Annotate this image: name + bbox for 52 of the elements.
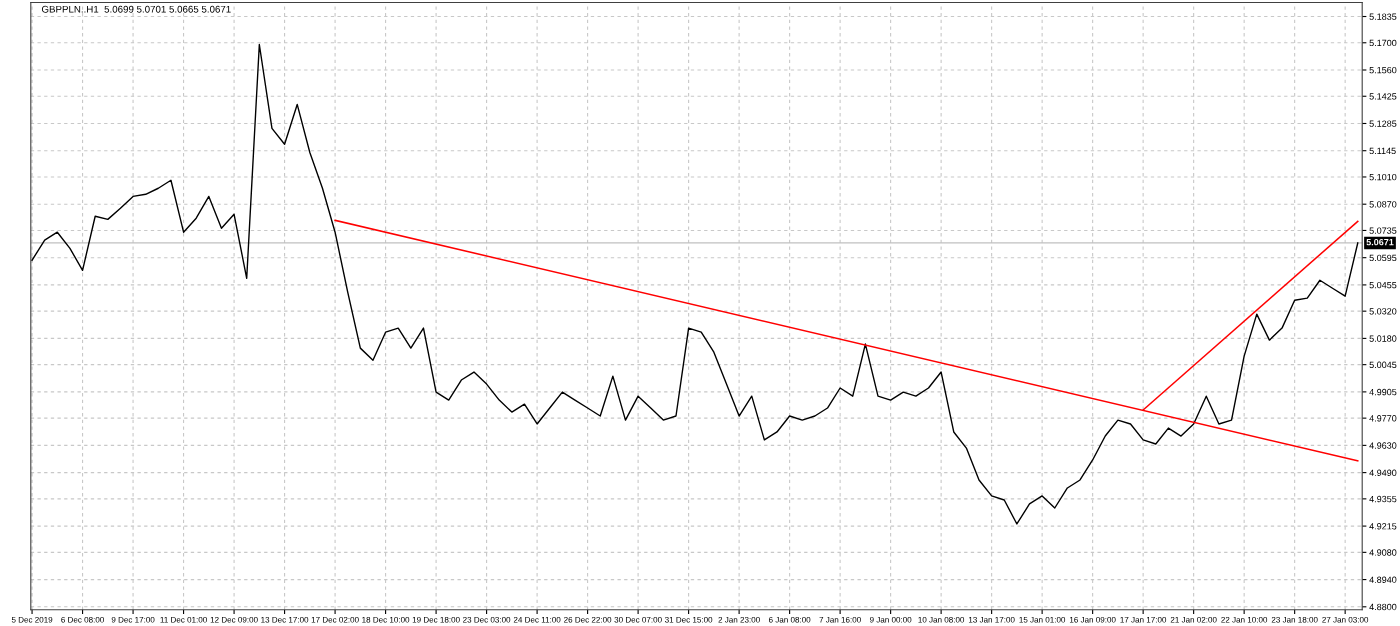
y-tick-label: 5.0045 (1369, 361, 1397, 369)
y-tick-label: 4.9215 (1369, 523, 1397, 530)
y-tick-label: 4.9490 (1369, 469, 1397, 476)
x-tick-label: 24 Dec 11:00 (513, 616, 561, 623)
ref-line-label: 5.0671 (1366, 238, 1394, 246)
x-tick-label: 31 Dec 15:00 (664, 616, 713, 623)
x-tick-label: 11 Dec 01:00 (160, 616, 207, 623)
x-tick-label: 18 Dec 10:00 (362, 616, 410, 623)
x-tick-label: 6 Dec 08:00 (61, 616, 104, 623)
x-tick-label: 23 Jan 18:00 (1271, 616, 1318, 623)
x-tick-label: 13 Dec 17:00 (261, 616, 309, 623)
x-tick-label: 9 Dec 17:00 (111, 616, 155, 623)
x-tick-label: 15 Jan 01:00 (1019, 616, 1066, 623)
x-tick-label: 7 Jan 16:00 (819, 616, 861, 623)
y-tick-label: 4.9355 (1369, 495, 1397, 503)
x-tick-label: 27 Jan 03:00 (1322, 616, 1369, 623)
y-tick-label: 5.1145 (1369, 147, 1396, 155)
y-tick-label: 4.9770 (1369, 415, 1397, 422)
x-tick-label: 30 Dec 07:00 (614, 616, 662, 623)
x-tick-label: 13 Jan 17:00 (968, 616, 1015, 623)
y-tick-label: 5.0320 (1369, 308, 1397, 315)
y-tick-label: 5.1835 (1369, 13, 1397, 20)
chart-title: GBPPLN..H1 5.0699 5.0701 5.0665 5.0671 (41, 5, 231, 13)
y-tick-label: 5.0180 (1369, 335, 1397, 342)
y-tick-label: 5.1700 (1369, 39, 1397, 47)
x-tick-label: 9 Jan 00:00 (869, 616, 912, 623)
y-tick-label: 4.9630 (1369, 442, 1397, 449)
x-tick-label: 2 Jan 23:00 (718, 616, 760, 623)
x-tick-label: 23 Dec 03:00 (463, 616, 511, 623)
y-tick-label: 5.0735 (1369, 227, 1397, 234)
y-tick-label: 4.8940 (1369, 576, 1397, 583)
x-tick-label: 22 Jan 10:00 (1221, 616, 1268, 623)
y-tick-label: 4.9905 (1369, 388, 1397, 396)
x-tick-label: 17 Jan 17:00 (1120, 616, 1167, 623)
y-tick-label: 5.0455 (1369, 281, 1397, 289)
x-tick-label: 26 Dec 22:00 (564, 616, 612, 623)
x-tick-label: 19 Dec 18:00 (412, 616, 460, 623)
x-tick-label: 5 Dec 2019 (11, 616, 53, 623)
y-tick-label: 4.8800 (1369, 603, 1397, 611)
x-tick-label: 21 Jan 02:00 (1170, 616, 1217, 623)
x-tick-label: 6 Jan 08:00 (768, 616, 811, 623)
y-tick-label: 5.0595 (1369, 254, 1397, 262)
x-tick-label: 17 Dec 02:00 (311, 616, 359, 623)
y-tick-label: 5.1560 (1369, 66, 1397, 74)
y-tick-label: 5.1425 (1369, 93, 1397, 100)
x-tick-label: 16 Jan 09:00 (1069, 616, 1116, 623)
y-tick-label: 4.9080 (1369, 549, 1397, 556)
x-tick-label: 10 Jan 08:00 (918, 616, 965, 623)
y-tick-label: 5.0870 (1369, 201, 1397, 208)
y-tick-label: 5.1010 (1369, 173, 1397, 181)
y-tick-label: 5.1285 (1369, 120, 1397, 127)
x-tick-label: 12 Dec 09:00 (210, 616, 258, 623)
